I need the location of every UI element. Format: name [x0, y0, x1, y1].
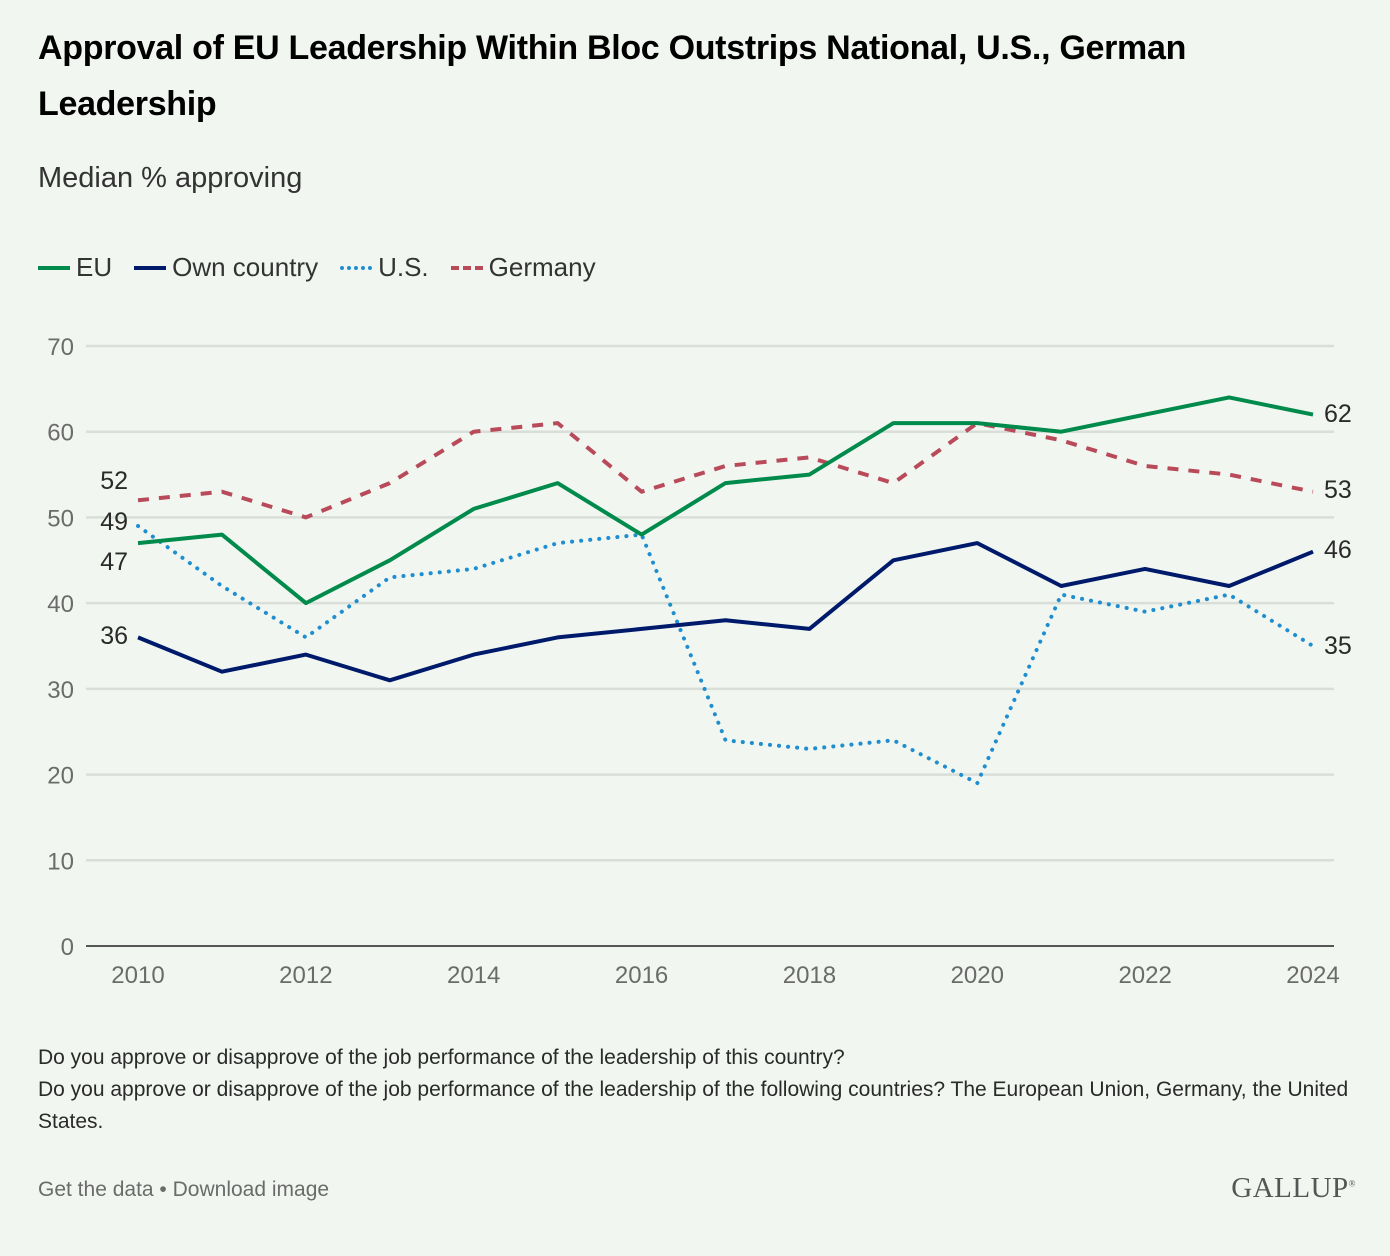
- legend-item-own-country: Own country: [134, 252, 318, 283]
- brand-mark: ®: [1348, 1178, 1356, 1189]
- y-tick-label: 40: [47, 591, 74, 618]
- start-label-own-country: 36: [100, 622, 128, 650]
- chart-title: Approval of EU Leadership Within Bloc Ou…: [38, 29, 1187, 123]
- legend-label-eu: EU: [76, 252, 113, 282]
- legend-swatch-us: [340, 265, 373, 270]
- start-label-u-s: 49: [100, 508, 128, 536]
- grid-lines: [86, 344, 1334, 947]
- x-tick-label: 2018: [783, 962, 836, 989]
- question-1: Do you approve or disapprove of the job …: [38, 1046, 845, 1069]
- legend-label-us: U.S.: [378, 252, 429, 282]
- x-tick-label: 2014: [447, 962, 500, 989]
- x-tick-label: 2022: [1118, 962, 1171, 989]
- y-tick-label: 10: [47, 848, 74, 875]
- legend-swatch-eu: [38, 265, 70, 270]
- y-axis-ticks: 0 10 20 30 40 50 60 70: [47, 334, 74, 961]
- legend-swatch-germany: [450, 265, 483, 270]
- x-axis-ticks: 2010 2012 2014 2016 2018 2020 2022 2024: [111, 962, 1339, 989]
- gallup-logo: GALLUP®: [1231, 1172, 1356, 1205]
- footer-links: Get the data • Download image: [38, 1178, 329, 1202]
- series-lines: [136, 395, 1315, 786]
- legend: EU Own country U.S. Germany: [38, 252, 618, 283]
- y-tick-label: 60: [47, 420, 74, 447]
- start-label-eu: 47: [100, 548, 128, 576]
- series-line-u-s: [136, 524, 1315, 786]
- end-label-germany: 53: [1324, 476, 1352, 504]
- start-label-germany: 52: [100, 467, 128, 495]
- x-tick-label: 2016: [615, 962, 668, 989]
- footer-separator: •: [153, 1178, 173, 1201]
- y-tick-label: 70: [47, 334, 74, 361]
- legend-item-eu: EU: [38, 252, 112, 283]
- y-tick-label: 50: [47, 505, 74, 532]
- legend-item-germany: Germany: [450, 252, 596, 283]
- legend-label-germany: Germany: [488, 252, 596, 282]
- legend-item-us: U.S.: [340, 252, 429, 283]
- y-tick-label: 20: [47, 763, 74, 790]
- y-tick-label: 30: [47, 677, 74, 704]
- line-chart: 0 10 20 30 40 50 60 70 2010 2012 2014 2016 2018 2020…: [47, 334, 1352, 989]
- series-line-own-country: [137, 541, 1314, 683]
- x-tick-label: 2020: [951, 962, 1004, 989]
- get-data-link[interactable]: Get the data: [38, 1178, 154, 1201]
- x-tick-label: 2012: [279, 962, 332, 989]
- end-label-own-country: 46: [1324, 536, 1352, 564]
- y-tick-label: 0: [61, 934, 74, 961]
- brand-name: GALLUP: [1231, 1172, 1349, 1204]
- chart-subtitle: Median % approving: [38, 162, 303, 194]
- x-tick-label: 2010: [111, 962, 164, 989]
- download-image-link[interactable]: Download image: [172, 1178, 330, 1201]
- question-notes: Do you approve or disapprove of the job …: [38, 1042, 1358, 1138]
- series-line-eu: [137, 395, 1314, 606]
- data-labels: 47 62 36 46 49 35 52 53: [100, 400, 1352, 660]
- end-label-u-s: 35: [1324, 632, 1352, 660]
- end-label-eu: 62: [1324, 400, 1352, 428]
- legend-label-own-country: Own country: [172, 252, 319, 282]
- series-line-germany: [137, 421, 1314, 520]
- legend-swatch-own-country: [134, 265, 167, 270]
- x-tick-label: 2024: [1286, 962, 1339, 989]
- question-2: Do you approve or disapprove of the job …: [38, 1078, 1349, 1133]
